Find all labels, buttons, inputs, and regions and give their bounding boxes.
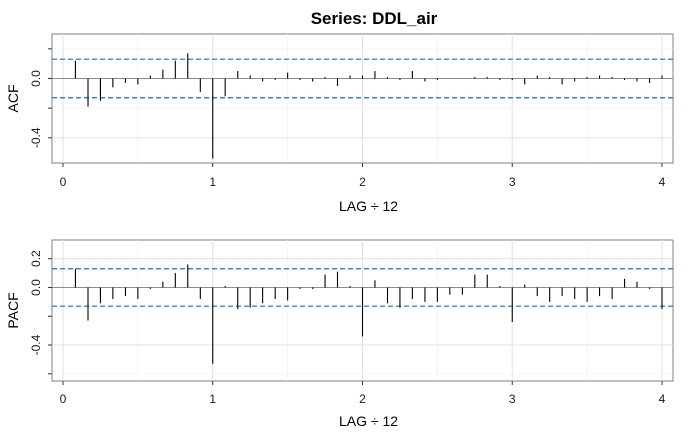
acf-panel: 0 1 2 3 4 0.0 -0.4 ACF LAG ÷ 12 xyxy=(5,33,674,214)
x-axis-label: LAG ÷ 12 xyxy=(339,198,398,214)
x-tick-label: 3 xyxy=(509,392,516,406)
x-tick-label: 1 xyxy=(209,392,216,406)
x-tick-label: 0 xyxy=(60,392,67,406)
x-axis-label: LAG ÷ 12 xyxy=(339,413,398,429)
y-tick-label: 0.2 xyxy=(29,250,43,267)
x-tick-label: 2 xyxy=(359,175,366,189)
x-tick-label: 4 xyxy=(659,175,666,189)
y-tick-label: -0.4 xyxy=(29,334,43,355)
y-axis-label: ACF xyxy=(5,85,21,113)
y-tick-label: 0.0 xyxy=(29,279,43,296)
x-tick-label: 3 xyxy=(509,175,516,189)
pacf-panel: 0 1 2 3 4 0.2 0.0 -0.4 PACF LAG ÷ 12 xyxy=(5,239,674,429)
y-tick-label: 0.0 xyxy=(29,70,43,87)
x-tick-label: 2 xyxy=(359,392,366,406)
y-axis-label: PACF xyxy=(5,292,21,328)
x-tick-label: 4 xyxy=(659,392,666,406)
panels: 0 1 2 3 4 0.0 -0.4 ACF LAG ÷ 12 0 1 2 3 4 0.2 0.0 -0.4 PA… xyxy=(5,33,674,429)
x-tick-label: 1 xyxy=(209,175,216,189)
y-tick-label: -0.4 xyxy=(29,127,43,148)
x-tick-label: 0 xyxy=(60,175,67,189)
chart-title: Series: DDL_air xyxy=(311,9,438,28)
